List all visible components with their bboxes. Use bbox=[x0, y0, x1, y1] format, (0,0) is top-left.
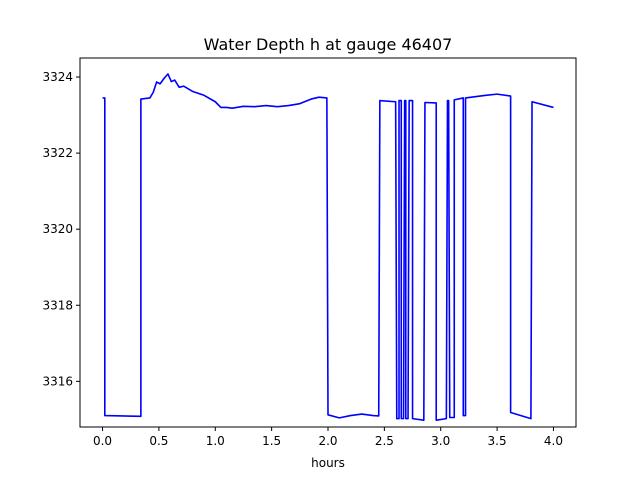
y-axis: 3316 3318 3320 3322 3324 bbox=[42, 70, 80, 388]
x-tick-label: 3.0 bbox=[431, 434, 450, 448]
x-tick-label: 1.5 bbox=[262, 434, 281, 448]
y-tick-label: 3320 bbox=[42, 222, 73, 236]
x-tick-label: 1.0 bbox=[206, 434, 225, 448]
chart-title: Water Depth h at gauge 46407 bbox=[204, 35, 453, 54]
x-tick-label: 3.5 bbox=[488, 434, 507, 448]
x-tick-label: 2.5 bbox=[375, 434, 394, 448]
x-axis: 0.0 0.5 1.0 1.5 2.0 2.5 3.0 3.5 4.0 bbox=[93, 427, 563, 448]
x-tick-label: 2.0 bbox=[318, 434, 337, 448]
x-tick-label: 4.0 bbox=[544, 434, 563, 448]
x-tick-label: 0.0 bbox=[93, 434, 112, 448]
y-tick-label: 3322 bbox=[42, 146, 73, 160]
x-tick-label: 0.5 bbox=[149, 434, 168, 448]
y-tick-label: 3316 bbox=[42, 374, 73, 388]
series-layer bbox=[102, 73, 554, 421]
x-axis-label: hours bbox=[311, 456, 345, 470]
y-tick-label: 3324 bbox=[42, 70, 73, 84]
y-tick-label: 3318 bbox=[42, 298, 73, 312]
series-line-0 bbox=[102, 73, 554, 421]
